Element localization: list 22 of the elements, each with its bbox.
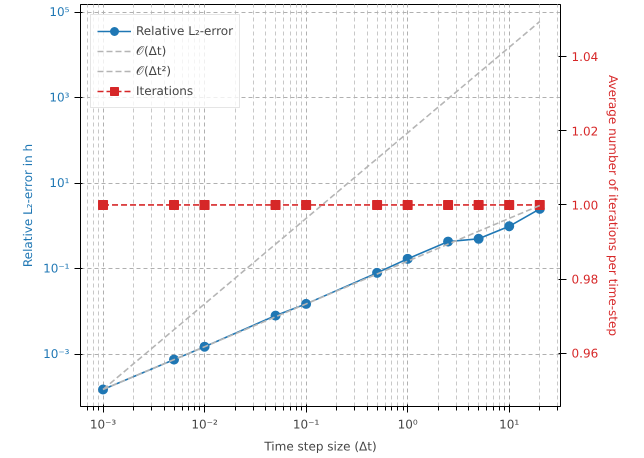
y2-axis-title: Average number of iterations per time-step <box>606 74 620 336</box>
y2-tick-label: 0.96 <box>572 346 598 361</box>
y2-tick-label: 0.98 <box>572 272 598 287</box>
x-tick-label: 10¹ <box>499 418 520 432</box>
y-tick-label: 10⁵ <box>49 5 70 20</box>
y-tick-label: 10³ <box>49 90 70 105</box>
y-axis-title: Relative L₂-error in h <box>21 144 36 268</box>
legend-label: 𝒪(Δt²) <box>136 64 172 78</box>
y-tick-label: 10⁻¹ <box>43 262 70 276</box>
y2-tick-label: 1.00 <box>572 198 598 212</box>
legend-label: Relative L₂-error <box>136 24 234 38</box>
x-tick-label: 10⁻¹ <box>292 418 320 432</box>
y2-tick-label: 1.02 <box>572 124 598 138</box>
x-axis-title: Time step size (Δt) <box>263 440 377 454</box>
y-tick-label: 10⁻³ <box>43 347 70 362</box>
y2-tick-label: 1.04 <box>572 50 598 64</box>
legend-label: Iterations <box>136 84 194 98</box>
y-tick-label: 10¹ <box>49 176 70 190</box>
x-tick-label: 10⁻² <box>191 418 218 432</box>
x-tick-label: 10⁻³ <box>90 418 116 432</box>
legend-label: 𝒪(Δt) <box>136 44 166 58</box>
x-tick-label: 10⁰ <box>398 418 418 432</box>
